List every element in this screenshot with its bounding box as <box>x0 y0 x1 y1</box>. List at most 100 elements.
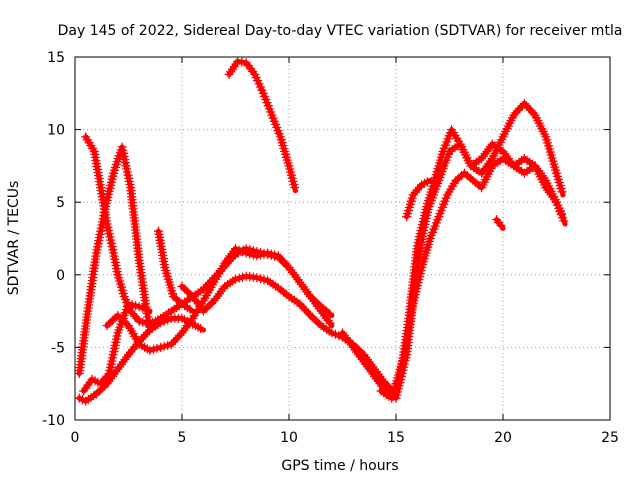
data-point <box>286 294 292 300</box>
x-tick-label: 0 <box>71 430 80 446</box>
data-point <box>423 206 429 212</box>
data-point <box>521 156 527 162</box>
data-point <box>340 330 345 336</box>
data-point <box>111 250 117 256</box>
data-point <box>83 398 89 404</box>
data-point <box>543 177 549 183</box>
data-point <box>286 265 292 271</box>
data-series-arc-8 <box>224 56 300 194</box>
data-point <box>243 273 249 279</box>
data-point <box>269 112 275 118</box>
data-point <box>265 250 271 256</box>
data-point <box>560 214 566 220</box>
data-point <box>329 330 335 336</box>
data-point <box>562 221 568 227</box>
data-point <box>414 243 420 249</box>
data-point <box>179 301 185 307</box>
data-point <box>252 71 258 77</box>
data-point <box>104 323 110 329</box>
data-point <box>419 182 425 188</box>
x-tick-label: 20 <box>494 430 512 446</box>
data-point <box>190 315 196 321</box>
data-point <box>479 185 485 191</box>
data-point <box>115 312 121 318</box>
data-point <box>393 381 399 387</box>
data-point <box>179 330 185 336</box>
data-point <box>318 323 324 329</box>
data-point <box>532 163 538 169</box>
data-point <box>410 192 416 198</box>
data-point <box>147 321 153 327</box>
data-point <box>532 112 538 118</box>
data-point <box>444 192 450 198</box>
data-point <box>419 265 425 271</box>
data-point <box>136 257 142 263</box>
y-tick-label: 10 <box>47 123 65 139</box>
data-point <box>126 301 131 307</box>
data-point <box>436 214 442 220</box>
data-point <box>211 298 217 304</box>
data-point <box>98 185 104 191</box>
y-tick-labels: -10 -5 0 5 10 15 <box>42 50 65 429</box>
data-point <box>479 170 485 176</box>
x-axis-label: GPS time / hours <box>281 458 398 474</box>
data-point <box>104 221 110 227</box>
data-point <box>449 127 455 133</box>
data-point <box>136 304 142 310</box>
data-point <box>147 327 153 333</box>
data-point <box>243 250 249 256</box>
x-tick-label: 25 <box>601 430 619 446</box>
data-point <box>162 265 168 271</box>
data-series-arc-9 <box>337 98 567 403</box>
y-tick-label: -5 <box>51 340 65 356</box>
data-point <box>126 323 131 329</box>
data-point <box>521 170 527 176</box>
data-point <box>402 352 408 358</box>
data-point <box>233 276 238 282</box>
data-point <box>211 279 217 285</box>
x-tick-label: 10 <box>280 430 298 446</box>
data-point <box>179 315 185 321</box>
data-point <box>265 278 271 284</box>
data-point <box>500 225 506 231</box>
data-point <box>350 344 356 350</box>
data-point <box>155 228 161 234</box>
data-point <box>318 304 324 310</box>
data-point <box>277 134 283 140</box>
y-tick-label: -10 <box>42 413 65 429</box>
data-point <box>275 253 281 259</box>
data-point <box>560 192 566 198</box>
data-point <box>179 283 185 289</box>
data-point <box>389 395 395 401</box>
data-point <box>292 188 298 194</box>
data-point <box>81 388 87 394</box>
y-tick-label: 15 <box>47 50 65 66</box>
data-point <box>243 60 249 66</box>
series-markers <box>337 98 567 403</box>
data-series-arc-13 <box>491 214 506 231</box>
data-point <box>297 301 303 307</box>
data-point <box>500 148 506 154</box>
data-point <box>511 163 517 169</box>
data-point <box>111 170 117 176</box>
data-point <box>136 318 142 324</box>
data-point <box>521 100 527 106</box>
data-point <box>115 330 121 336</box>
data-point <box>254 275 260 281</box>
data-point <box>104 381 110 387</box>
data-point <box>200 286 206 292</box>
data-series-group <box>74 56 569 406</box>
data-point <box>128 185 134 191</box>
data-point <box>543 134 549 140</box>
data-point <box>457 141 463 147</box>
data-point <box>89 376 95 382</box>
data-point <box>147 308 153 314</box>
data-point <box>554 199 559 205</box>
data-point <box>500 134 506 140</box>
data-point <box>143 301 149 307</box>
data-point <box>260 90 266 96</box>
data-point <box>447 148 452 154</box>
series-trace <box>226 58 298 194</box>
data-point <box>226 71 232 77</box>
data-point <box>106 371 112 377</box>
